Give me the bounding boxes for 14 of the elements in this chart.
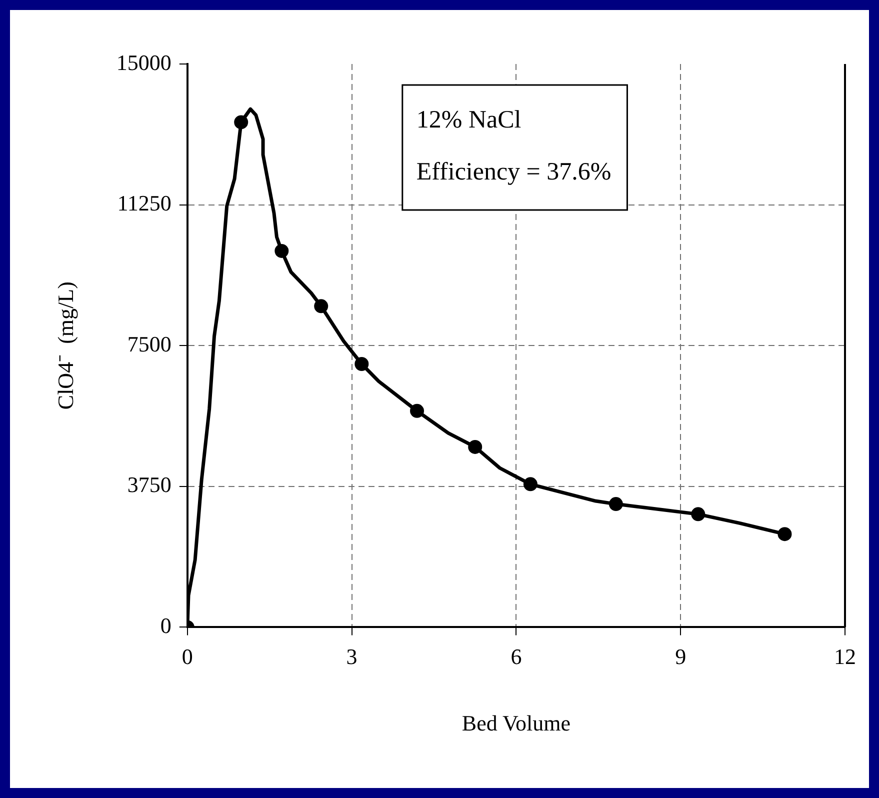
y-tick-label: 7500	[127, 331, 172, 356]
annotation: 12% NaCl	[416, 106, 522, 134]
x-tick-label: 3	[346, 644, 358, 670]
x-tick-label: 6	[510, 644, 522, 670]
y-tick-label: 15000	[116, 50, 172, 75]
x-axis-title: Bed Volume	[462, 710, 570, 736]
x-tick-label: 9	[675, 644, 686, 670]
y-tick-label: 3750	[127, 472, 172, 498]
x-tick-label: 12	[834, 644, 856, 670]
y-tick-label: 0	[160, 612, 172, 638]
x-tick-label: 0	[182, 644, 193, 670]
annotation: Efficiency = 37.6%	[416, 158, 612, 186]
y-tick-label: 11250	[117, 190, 172, 216]
y-axis-title: ClO4⁻ (mg/L)	[52, 282, 78, 410]
